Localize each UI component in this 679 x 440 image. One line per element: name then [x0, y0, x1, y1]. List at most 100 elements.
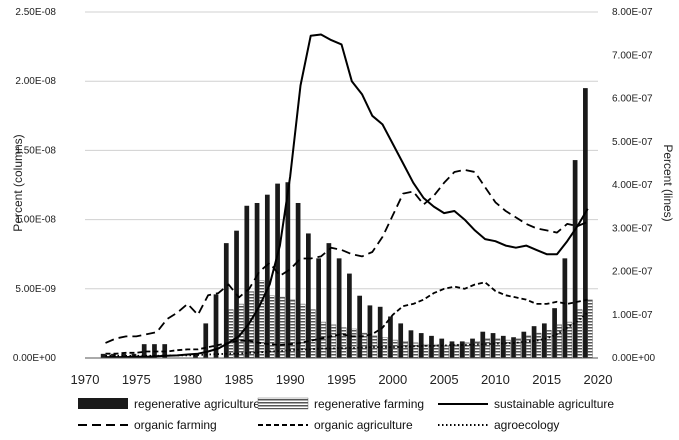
bar-regenerative-farming: [279, 296, 285, 359]
bar-regenerative-farming: [454, 343, 460, 359]
right-axis-title: Percent (lines): [661, 144, 675, 221]
bar-regenerative-farming: [248, 291, 255, 359]
bar-regenerative-agriculture: [275, 183, 280, 358]
bar-regenerative-agriculture: [459, 341, 465, 358]
bar-regenerative-agriculture: [316, 258, 321, 358]
bar-regenerative-agriculture: [552, 308, 557, 358]
line-layer: [105, 33, 589, 359]
legend-label: agroecology: [494, 418, 559, 432]
bar-regenerative-agriculture: [306, 233, 311, 358]
bar-regenerative-agriculture: [213, 294, 219, 358]
bar-regenerative-farming: [525, 335, 532, 359]
legend-label: organic agriculture: [314, 418, 413, 432]
line-organic-farming: [105, 169, 589, 344]
legend-label: regenerative agriculture: [134, 397, 260, 411]
bar-regenerative-agriculture: [367, 305, 373, 358]
bar-regenerative-farming: [443, 345, 450, 359]
bar-regenerative-agriculture: [429, 335, 434, 358]
bar-regenerative-agriculture: [439, 338, 445, 358]
bar-regenerative-farming: [567, 321, 573, 359]
bar-regenerative-agriculture: [531, 326, 537, 358]
bar-regenerative-farming: [402, 341, 408, 359]
bar-regenerative-agriculture: [521, 331, 527, 358]
bar-regenerative-agriculture: [511, 337, 516, 358]
bar-regenerative-agriculture: [326, 243, 332, 358]
bar-regenerative-farming: [320, 321, 326, 359]
bar-regenerative-agriculture: [264, 194, 270, 358]
bar-regenerative-agriculture: [336, 258, 342, 358]
right-tick-label: 1.00E-07: [612, 310, 653, 321]
bar-layer: [100, 88, 593, 359]
bar-regenerative-farming: [515, 338, 521, 359]
bar-regenerative-agriculture: [562, 258, 568, 358]
x-tick-label: 2015: [532, 372, 561, 387]
bar-regenerative-farming: [259, 280, 265, 359]
x-tick-label: 1970: [71, 372, 100, 387]
left-tick-label: 2.50E-08: [15, 7, 56, 18]
bar-regenerative-farming: [546, 330, 552, 359]
bar-regenerative-agriculture: [398, 323, 404, 358]
right-tick-label: 6.00E-07: [612, 94, 653, 105]
x-tick-label: 2010: [481, 372, 510, 387]
legend-symbol-regenerative-farming: [257, 397, 309, 410]
gridlines: [85, 11, 598, 290]
x-tick-label: 1995: [327, 372, 356, 387]
x-axis-ticks: 1970 1975 1980 1985 1990 1995 2000 2005 2010 2015…: [71, 372, 613, 387]
x-tick-label: 1985: [224, 372, 253, 387]
bar-regenerative-agriculture: [347, 273, 352, 358]
bar-regenerative-agriculture: [490, 333, 496, 358]
right-tick-label: 3.00E-07: [612, 223, 653, 234]
line-agroecology: [105, 311, 589, 357]
left-tick-label: 1.50E-08: [15, 145, 56, 156]
bar-regenerative-farming: [484, 338, 491, 359]
bar-regenerative-agriculture: [449, 341, 455, 358]
x-tick-label: 2005: [430, 372, 459, 387]
x-tick-label: 1975: [122, 372, 151, 387]
bar-regenerative-farming: [536, 332, 542, 359]
bar-regenerative-agriculture: [572, 160, 578, 358]
right-tick-label: 5.00E-07: [612, 137, 653, 148]
bar-regenerative-farming: [556, 324, 562, 359]
bar-regenerative-agriculture: [223, 243, 229, 358]
legend-symbol-regenerative-agriculture: [78, 398, 128, 409]
legend: regenerative agriculture regenerative far…: [78, 397, 614, 432]
bar-regenerative-agriculture: [470, 338, 475, 358]
line-sustainable-agriculture: [105, 33, 589, 359]
bar-regenerative-farming: [351, 328, 357, 359]
x-tick-label: 2020: [584, 372, 613, 387]
bar-regenerative-farming: [310, 309, 316, 359]
bar-regenerative-farming: [269, 295, 275, 359]
right-tick-label: 8.00E-07: [612, 7, 653, 18]
x-tick-label: 1990: [276, 372, 305, 387]
left-tick-label: 2.00E-08: [15, 76, 56, 87]
right-tick-label: 0.00E+00: [612, 353, 656, 364]
bar-regenerative-agriculture: [254, 202, 260, 358]
legend-label: regenerative farming: [314, 397, 424, 411]
bar-regenerative-agriculture: [121, 353, 127, 358]
left-tick-label: 0.00E+00: [13, 353, 57, 364]
bar-regenerative-agriculture: [541, 323, 547, 358]
bar-regenerative-agriculture: [141, 344, 147, 358]
left-tick-label: 5.00E-09: [15, 284, 56, 295]
right-tick-label: 2.00E-07: [612, 267, 653, 278]
x-tick-label: 1980: [173, 372, 202, 387]
bar-regenerative-farming: [300, 303, 306, 359]
bar-regenerative-farming: [413, 342, 419, 359]
left-tick-label: 1.00E-08: [15, 215, 56, 226]
bar-regenerative-agriculture: [408, 330, 414, 358]
bar-regenerative-agriculture: [388, 316, 393, 358]
bar-regenerative-farming: [341, 327, 347, 359]
legend-label: sustainable agriculture: [494, 397, 614, 411]
line-organic-agriculture: [105, 281, 588, 355]
bar-regenerative-agriculture: [480, 331, 486, 358]
bar-regenerative-farming: [331, 324, 337, 359]
bar-regenerative-agriculture: [357, 295, 363, 358]
bar-regenerative-farming: [495, 338, 501, 359]
bar-regenerative-farming: [228, 309, 234, 359]
right-axis-ticks: 0.00E+00 1.00E-07 2.00E-07 3.00E-07 4.00E-07…: [612, 7, 656, 364]
bar-regenerative-agriculture: [100, 353, 106, 358]
x-tick-label: 2000: [378, 372, 407, 387]
legend-label: organic farming: [134, 418, 217, 432]
bar-regenerative-agriculture: [295, 202, 301, 358]
